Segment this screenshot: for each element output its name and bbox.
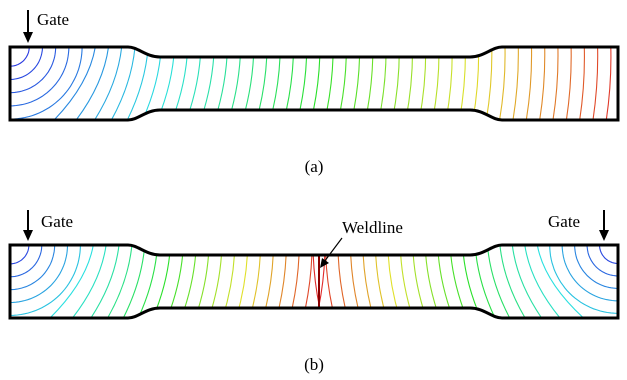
fill-contour: [53, 47, 96, 120]
fill-contour: [486, 245, 511, 318]
caption-b: (b): [304, 355, 324, 374]
fill-contour: [474, 245, 496, 318]
weldline-label: Weldline: [342, 218, 403, 237]
fill-contour: [620, 47, 625, 120]
gate-label-left: Gate: [41, 212, 73, 231]
fill-contour: [579, 47, 585, 120]
fill-contour: [49, 245, 94, 318]
fill-contour: [598, 245, 618, 265]
fill-contour: [511, 245, 543, 318]
fill-contour: [605, 47, 612, 120]
fill-contour: [10, 245, 43, 278]
fill-contour: [524, 245, 561, 318]
gate-label-a: Gate: [37, 10, 69, 29]
fill-contour: [137, 245, 159, 318]
fill-contour: [499, 47, 506, 120]
fill-contour: [94, 47, 123, 120]
fill-contour: [586, 245, 618, 277]
fill-contour: [549, 245, 618, 314]
fill-contour: [107, 245, 133, 318]
fill-contour: [10, 245, 56, 291]
fill-contour: [10, 245, 81, 316]
gate-arrow-left: [23, 210, 33, 241]
specimen-outline-b: [8, 243, 620, 320]
fill-contour: [536, 245, 584, 318]
gate-label-right: Gate: [548, 212, 580, 231]
fill-contour: [561, 245, 618, 302]
fill-contour: [10, 47, 70, 107]
fill-contour: [126, 47, 149, 120]
fill-contour: [122, 245, 146, 318]
fill-contour: [552, 47, 559, 120]
fill-contour: [10, 47, 43, 80]
weldline-pointer: [320, 237, 343, 268]
fill-contour: [512, 47, 519, 120]
fill-contour: [499, 245, 526, 318]
fill-contour: [539, 47, 546, 120]
fill-contour: [10, 245, 30, 265]
fill-contour: [565, 47, 572, 120]
panel-a: Gate (a): [8, 10, 625, 176]
fill-contour: [75, 47, 110, 120]
fill-contour: [10, 47, 83, 120]
fill-contour: [485, 47, 493, 120]
fill-contour: [90, 245, 120, 318]
fill-contour: [10, 47, 57, 94]
fill-contour: [110, 47, 136, 120]
fill-contour: [592, 47, 599, 120]
fill-contour: [10, 245, 69, 304]
fill-contour: [10, 47, 30, 67]
panel-b: Gate Gate Weldline (b): [8, 210, 620, 374]
gate-arrow-right: [599, 210, 609, 241]
specimen-outline-a: [8, 45, 620, 122]
fill-contour: [525, 47, 533, 120]
fill-contour: [72, 245, 107, 318]
caption-a: (a): [305, 157, 324, 176]
fill-contour: [574, 245, 618, 289]
gate-arrow-a: [23, 10, 33, 43]
